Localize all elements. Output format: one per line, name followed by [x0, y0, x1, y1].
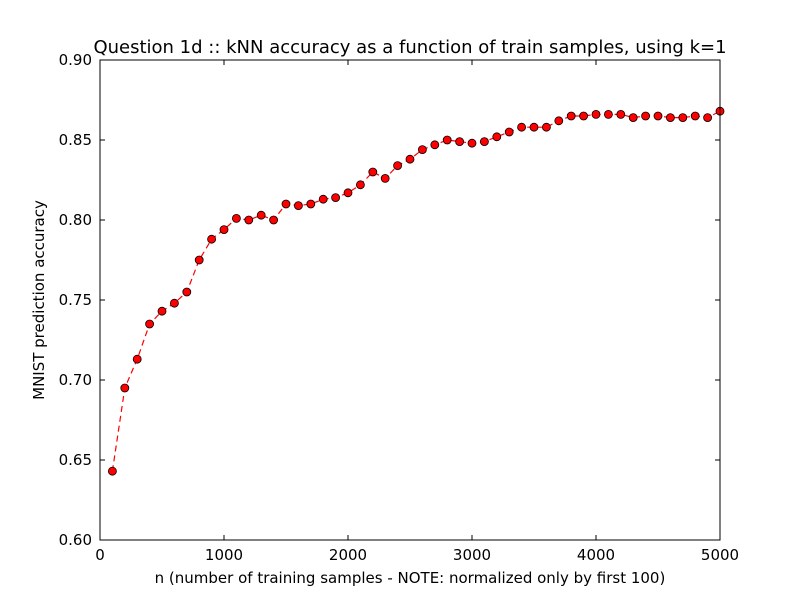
- data-point: [306, 199, 316, 209]
- data-point: [256, 210, 266, 220]
- data-point: [269, 215, 279, 225]
- data-point: [343, 188, 353, 198]
- data-point: [157, 306, 167, 316]
- x-axis-label: n (number of training samples - NOTE: no…: [155, 569, 666, 587]
- data-point: [194, 255, 204, 265]
- x-tick-label: 3000: [453, 546, 491, 564]
- y-tick-label: 0.65: [59, 451, 92, 469]
- data-point: [517, 122, 526, 132]
- data-point: [293, 201, 303, 211]
- y-tick-label: 0.75: [59, 291, 92, 309]
- data-point: [591, 110, 601, 119]
- data-point: [244, 215, 254, 225]
- y-tick-label: 0.70: [59, 371, 92, 389]
- data-point: [120, 383, 130, 393]
- data-point: [479, 137, 489, 147]
- data-point: [628, 113, 638, 122]
- data-point: [417, 145, 427, 155]
- data-point: [355, 180, 365, 190]
- data-point: [666, 113, 675, 122]
- data-point: [281, 199, 291, 209]
- data-point: [207, 234, 217, 244]
- data-point: [430, 140, 440, 150]
- x-tick-label: 5000: [701, 546, 739, 564]
- data-point: [405, 154, 415, 164]
- data-point: [380, 173, 390, 183]
- data-point: [566, 111, 576, 121]
- data-point: [368, 167, 378, 177]
- data-point: [579, 111, 588, 121]
- y-tick-label: 0.90: [59, 51, 92, 69]
- data-point: [331, 193, 341, 203]
- x-tick-label: 2000: [329, 546, 367, 564]
- data-point: [145, 319, 155, 329]
- data-point: [318, 194, 328, 204]
- data-point: [690, 111, 700, 121]
- x-tick-label: 1000: [205, 546, 243, 564]
- data-point: [442, 135, 452, 145]
- data-point: [504, 127, 514, 137]
- x-tick-label: 4000: [577, 546, 615, 564]
- axis-layer: 0 1000 2000 3000 4000 5000 0.60 0.65 0.70 0.75 0.8…: [59, 51, 740, 564]
- plot-background: [100, 60, 720, 540]
- data-point: [653, 111, 663, 121]
- y-axis-label: MNIST prediction accuracy: [30, 200, 48, 400]
- series-layer: [108, 106, 725, 476]
- data-point: [393, 161, 403, 171]
- data-point: [604, 110, 613, 119]
- y-tick-label: 0.60: [59, 531, 92, 549]
- data-point: [542, 122, 551, 132]
- data-point: [219, 225, 229, 235]
- chart-title: Question 1d :: kNN accuracy as a functio…: [93, 37, 726, 58]
- data-point: [182, 287, 192, 297]
- data-point: [554, 116, 564, 126]
- data-point: [467, 138, 477, 148]
- data-point: [492, 132, 502, 142]
- plot-area: [100, 60, 720, 540]
- y-tick-label: 0.80: [59, 211, 92, 229]
- data-point: [616, 110, 626, 119]
- data-point: [529, 122, 539, 132]
- data-point: [231, 213, 241, 223]
- data-point: [641, 111, 650, 121]
- data-point: [169, 298, 179, 308]
- data-point: [108, 466, 117, 476]
- data-point: [703, 113, 712, 122]
- data-point: [678, 113, 688, 122]
- x-tick-label: 0: [95, 546, 105, 564]
- data-point: [132, 354, 142, 364]
- y-tick-label: 0.85: [59, 131, 92, 149]
- data-point: [455, 137, 465, 147]
